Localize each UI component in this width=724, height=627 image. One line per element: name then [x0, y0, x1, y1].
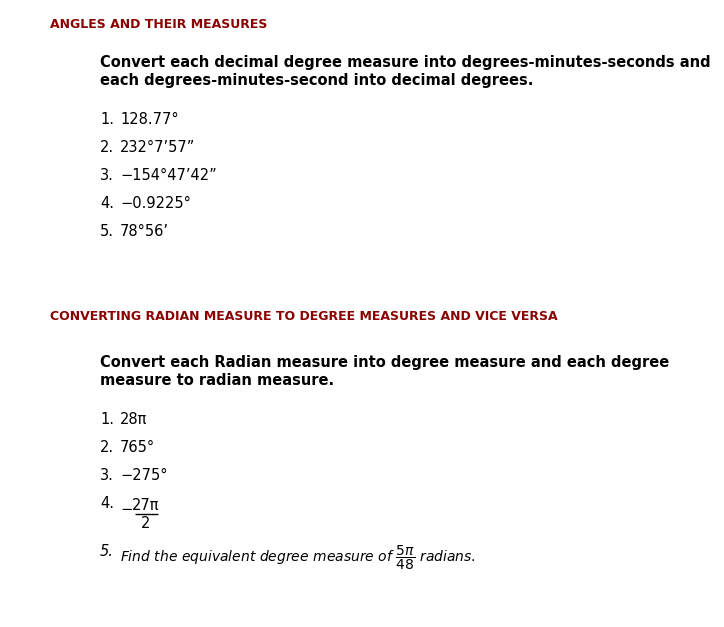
Text: 27π: 27π: [132, 498, 160, 513]
Text: 1.: 1.: [100, 412, 114, 427]
Text: 4.: 4.: [100, 496, 114, 511]
Text: 5.: 5.: [100, 544, 114, 559]
Text: 765°: 765°: [120, 440, 155, 455]
Text: 232°7’57”: 232°7’57”: [120, 140, 195, 155]
Text: ANGLES AND THEIR MEASURES: ANGLES AND THEIR MEASURES: [50, 18, 267, 31]
Text: Convert each Radian measure into degree measure and each degree: Convert each Radian measure into degree …: [100, 355, 669, 370]
Text: each degrees-minutes-second into decimal degrees.: each degrees-minutes-second into decimal…: [100, 73, 534, 88]
Text: 5.: 5.: [100, 224, 114, 239]
Text: $\mathit{Find\ the\ equivalent\ degree\ measure\ of}\ \dfrac{5\pi}{48}\ \mathit{: $\mathit{Find\ the\ equivalent\ degree\ …: [120, 544, 476, 572]
Text: 28π: 28π: [120, 412, 148, 427]
Text: 78°56’: 78°56’: [120, 224, 169, 239]
Text: −154°47’42”: −154°47’42”: [120, 168, 216, 183]
Text: Convert each decimal degree measure into degrees-minutes-seconds and: Convert each decimal degree measure into…: [100, 55, 711, 70]
Text: −: −: [120, 502, 132, 517]
Text: 3.: 3.: [100, 168, 114, 183]
Text: 3.: 3.: [100, 468, 114, 483]
Text: measure to radian measure.: measure to radian measure.: [100, 373, 334, 388]
Text: CONVERTING RADIAN MEASURE TO DEGREE MEASURES AND VICE VERSA: CONVERTING RADIAN MEASURE TO DEGREE MEAS…: [50, 310, 557, 323]
Text: 2.: 2.: [100, 140, 114, 155]
Text: 2.: 2.: [100, 440, 114, 455]
Text: 128.77°: 128.77°: [120, 112, 179, 127]
Text: −275°: −275°: [120, 468, 167, 483]
Text: 1.: 1.: [100, 112, 114, 127]
Text: −0.9225°: −0.9225°: [120, 196, 191, 211]
Text: 2: 2: [141, 516, 151, 531]
Text: 4.: 4.: [100, 196, 114, 211]
